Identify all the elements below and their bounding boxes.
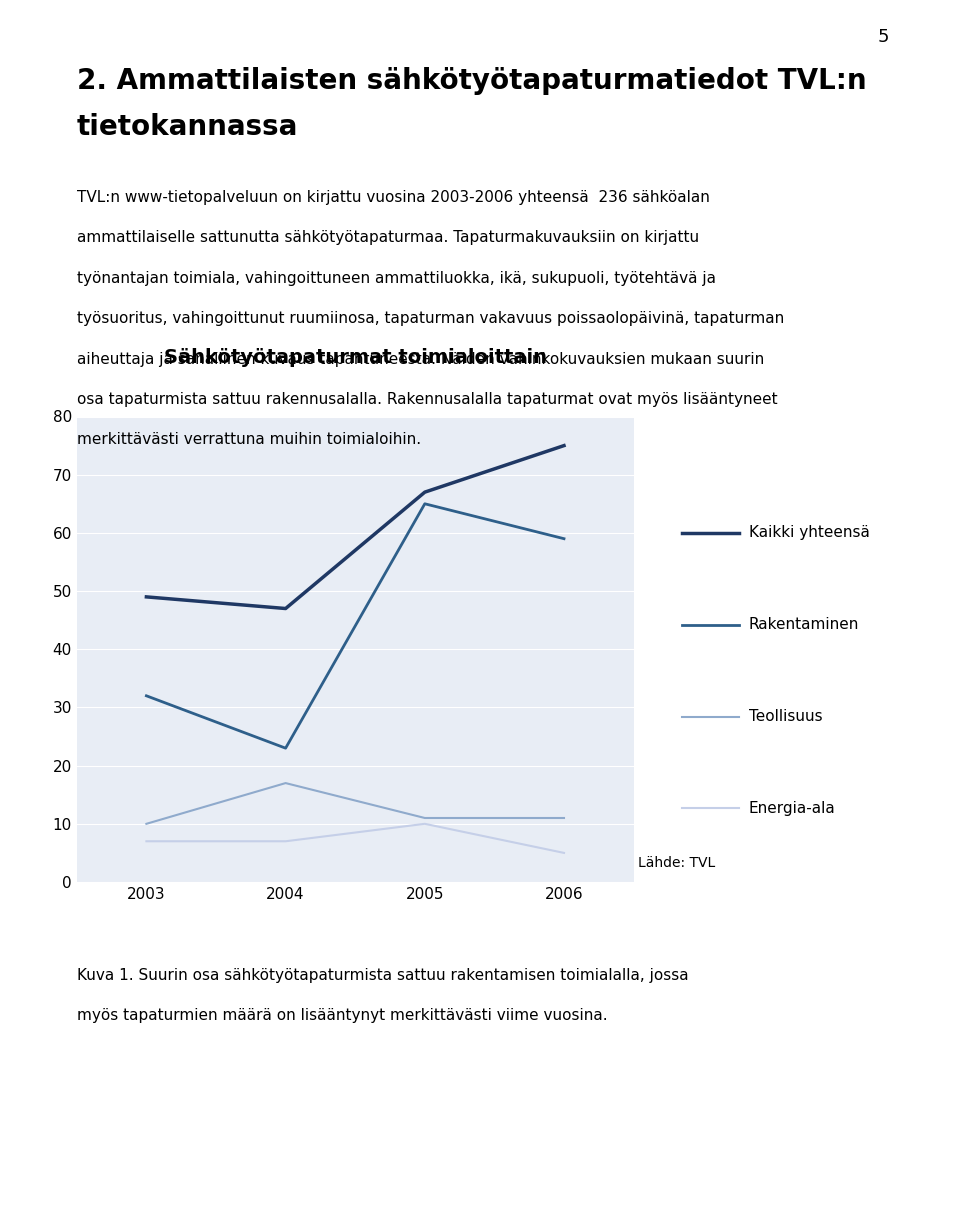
Text: Rakentaminen: Rakentaminen xyxy=(749,617,859,632)
Text: TVL:n www-tietopalveluun on kirjattu vuosina 2003-2006 yhteensä  236 sähköalan: TVL:n www-tietopalveluun on kirjattu vuo… xyxy=(77,190,709,205)
Text: Teollisuus: Teollisuus xyxy=(749,709,823,724)
Text: ammattilaiselle sattunutta sähkötyötapaturmaa. Tapaturmakuvauksiin on kirjattu: ammattilaiselle sattunutta sähkötyötapat… xyxy=(77,230,699,245)
Text: Lähde: TVL: Lähde: TVL xyxy=(638,856,715,870)
Text: työnantajan toimiala, vahingoittuneen ammattiluokka, ikä, sukupuoli, työtehtävä : työnantajan toimiala, vahingoittuneen am… xyxy=(77,271,716,285)
Text: osa tapaturmista sattuu rakennusalalla. Rakennusalalla tapaturmat ovat myös lisä: osa tapaturmista sattuu rakennusalalla. … xyxy=(77,392,778,407)
Text: tietokannassa: tietokannassa xyxy=(77,113,299,141)
Text: Kuva 1. Suurin osa sähkötyötapaturmista sattuu rakentamisen toimialalla, jossa: Kuva 1. Suurin osa sähkötyötapaturmista … xyxy=(77,968,688,982)
Text: Energia-ala: Energia-ala xyxy=(749,801,835,816)
Text: työsuoritus, vahingoittunut ruumiinosa, tapaturman vakavuus poissaolopäivinä, ta: työsuoritus, vahingoittunut ruumiinosa, … xyxy=(77,311,784,326)
Text: myös tapaturmien määrä on lisääntynyt merkittävästi viime vuosina.: myös tapaturmien määrä on lisääntynyt me… xyxy=(77,1008,608,1023)
Text: 5: 5 xyxy=(877,28,889,47)
Text: 2. Ammattilaisten sähkötyötapaturmatiedot TVL:n: 2. Ammattilaisten sähkötyötapaturmatiedo… xyxy=(77,67,867,96)
Text: Sähkötyötapaturmat toimialoittain: Sähkötyötapaturmat toimialoittain xyxy=(164,348,546,368)
Text: merkittävästi verrattuna muihin toimialoihin.: merkittävästi verrattuna muihin toimialo… xyxy=(77,432,420,447)
Text: Kaikki yhteensä: Kaikki yhteensä xyxy=(749,526,870,540)
Text: aiheuttaja ja sanallinen kuvaus tapahtuneesta. Näiden vahinkokuvauksien mukaan s: aiheuttaja ja sanallinen kuvaus tapahtun… xyxy=(77,352,764,366)
